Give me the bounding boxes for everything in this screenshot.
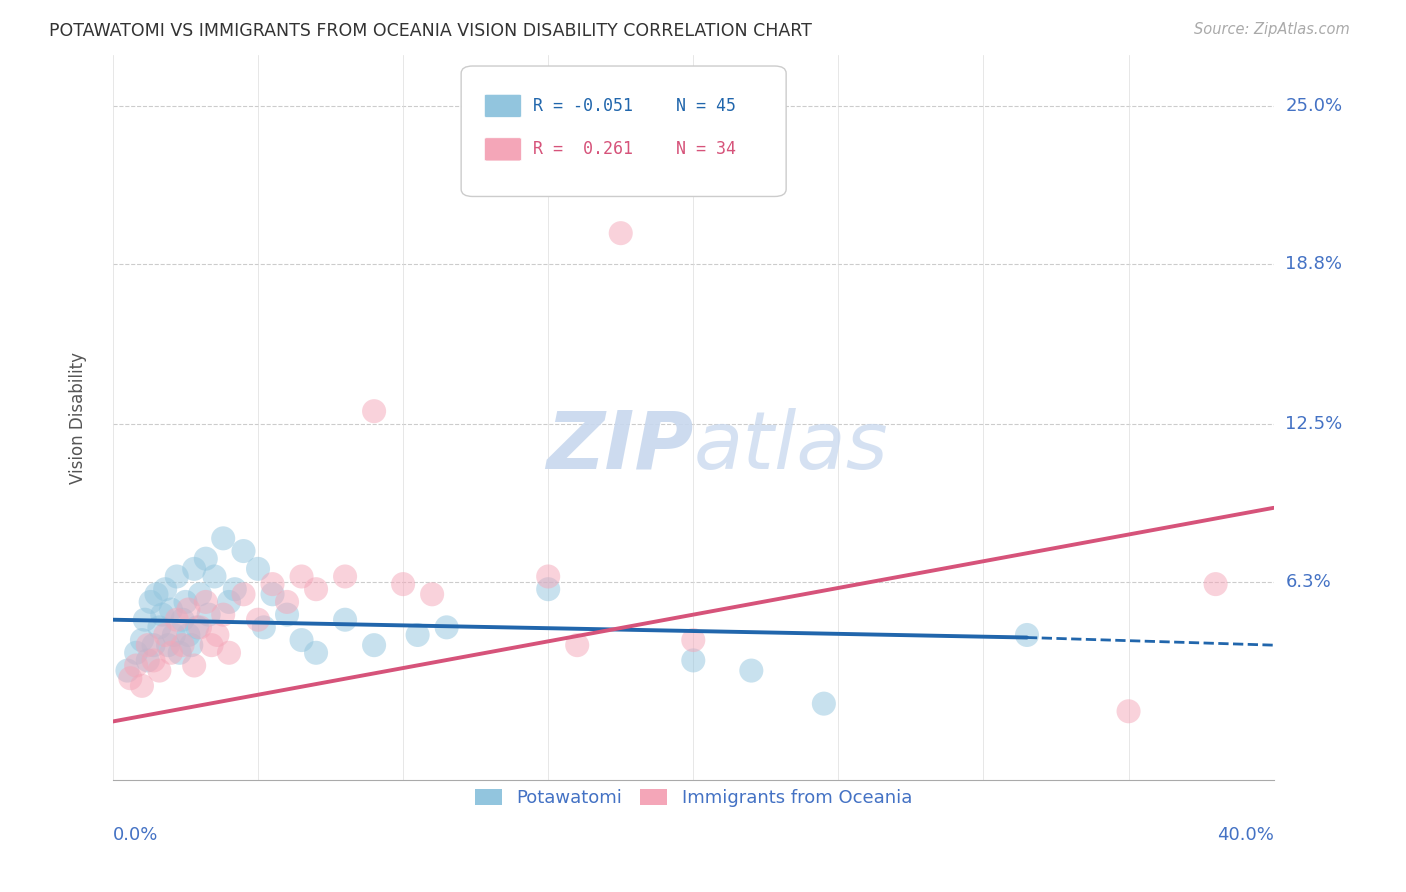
Point bbox=[420, 587, 443, 601]
Text: ZIP: ZIP bbox=[546, 408, 693, 485]
Point bbox=[363, 404, 385, 418]
Text: N = 34: N = 34 bbox=[676, 140, 735, 159]
Point bbox=[136, 638, 159, 652]
Legend: Potawatomi, Immigrants from Oceania: Potawatomi, Immigrants from Oceania bbox=[467, 781, 920, 814]
Point bbox=[1015, 628, 1038, 642]
Point bbox=[145, 587, 167, 601]
Point bbox=[186, 620, 208, 634]
Point bbox=[290, 633, 312, 648]
Point bbox=[537, 569, 560, 583]
Point bbox=[194, 551, 217, 566]
Text: 12.5%: 12.5% bbox=[1285, 415, 1343, 433]
Point bbox=[537, 582, 560, 597]
Point bbox=[305, 582, 328, 597]
Point bbox=[134, 613, 156, 627]
Point bbox=[333, 613, 356, 627]
Point bbox=[247, 562, 270, 576]
Point bbox=[200, 638, 222, 652]
Point bbox=[160, 646, 183, 660]
Point bbox=[139, 595, 162, 609]
Point bbox=[333, 569, 356, 583]
Point bbox=[163, 628, 186, 642]
Point bbox=[813, 697, 835, 711]
Text: atlas: atlas bbox=[693, 408, 889, 485]
Point bbox=[363, 638, 385, 652]
Point bbox=[204, 569, 226, 583]
Point bbox=[218, 595, 240, 609]
Point bbox=[142, 638, 165, 652]
Point bbox=[276, 607, 298, 622]
Point bbox=[131, 679, 153, 693]
Point bbox=[253, 620, 276, 634]
Point bbox=[172, 638, 194, 652]
Text: R =  0.261: R = 0.261 bbox=[533, 140, 633, 159]
Point bbox=[172, 613, 194, 627]
Point bbox=[166, 569, 188, 583]
FancyBboxPatch shape bbox=[484, 137, 522, 161]
Point bbox=[120, 671, 142, 685]
FancyBboxPatch shape bbox=[461, 66, 786, 196]
Point bbox=[153, 628, 176, 642]
Point bbox=[153, 582, 176, 597]
Text: 0.0%: 0.0% bbox=[112, 826, 159, 844]
Text: R = -0.051: R = -0.051 bbox=[533, 97, 633, 115]
Point bbox=[262, 587, 284, 601]
Point bbox=[207, 628, 229, 642]
Point bbox=[212, 532, 235, 546]
Point bbox=[131, 633, 153, 648]
Point bbox=[247, 613, 270, 627]
Point bbox=[169, 646, 191, 660]
Point bbox=[682, 653, 704, 667]
Point bbox=[177, 628, 200, 642]
Point bbox=[125, 658, 148, 673]
Text: 18.8%: 18.8% bbox=[1285, 255, 1343, 273]
Text: N = 45: N = 45 bbox=[676, 97, 735, 115]
Point bbox=[188, 587, 211, 601]
Point bbox=[305, 646, 328, 660]
Point bbox=[157, 638, 180, 652]
Point bbox=[180, 638, 202, 652]
Point bbox=[136, 653, 159, 667]
Point bbox=[125, 646, 148, 660]
Point bbox=[232, 587, 254, 601]
Point bbox=[212, 607, 235, 622]
Text: 25.0%: 25.0% bbox=[1285, 97, 1343, 115]
Point bbox=[436, 620, 458, 634]
Point bbox=[148, 664, 170, 678]
Point bbox=[276, 595, 298, 609]
Point bbox=[148, 620, 170, 634]
Point bbox=[609, 226, 631, 240]
Text: POTAWATOMI VS IMMIGRANTS FROM OCEANIA VISION DISABILITY CORRELATION CHART: POTAWATOMI VS IMMIGRANTS FROM OCEANIA VI… bbox=[49, 22, 813, 40]
Point bbox=[290, 569, 312, 583]
Point bbox=[166, 613, 188, 627]
Point bbox=[150, 607, 173, 622]
Point bbox=[177, 602, 200, 616]
Point bbox=[142, 653, 165, 667]
Text: 6.3%: 6.3% bbox=[1285, 573, 1331, 591]
Text: Vision Disability: Vision Disability bbox=[69, 351, 87, 483]
Text: Source: ZipAtlas.com: Source: ZipAtlas.com bbox=[1194, 22, 1350, 37]
Point bbox=[406, 628, 429, 642]
Point bbox=[197, 607, 219, 622]
Point bbox=[194, 595, 217, 609]
Point bbox=[188, 620, 211, 634]
Point bbox=[392, 577, 415, 591]
Point bbox=[740, 664, 762, 678]
Point bbox=[567, 638, 589, 652]
Point bbox=[117, 664, 139, 678]
Point bbox=[224, 582, 246, 597]
FancyBboxPatch shape bbox=[484, 95, 522, 118]
Point bbox=[1205, 577, 1227, 591]
Point bbox=[174, 595, 197, 609]
Point bbox=[682, 633, 704, 648]
Point bbox=[262, 577, 284, 591]
Point bbox=[218, 646, 240, 660]
Point bbox=[183, 562, 205, 576]
Point bbox=[160, 602, 183, 616]
Point bbox=[1118, 704, 1140, 718]
Point bbox=[232, 544, 254, 558]
Point bbox=[183, 658, 205, 673]
Text: 40.0%: 40.0% bbox=[1216, 826, 1274, 844]
